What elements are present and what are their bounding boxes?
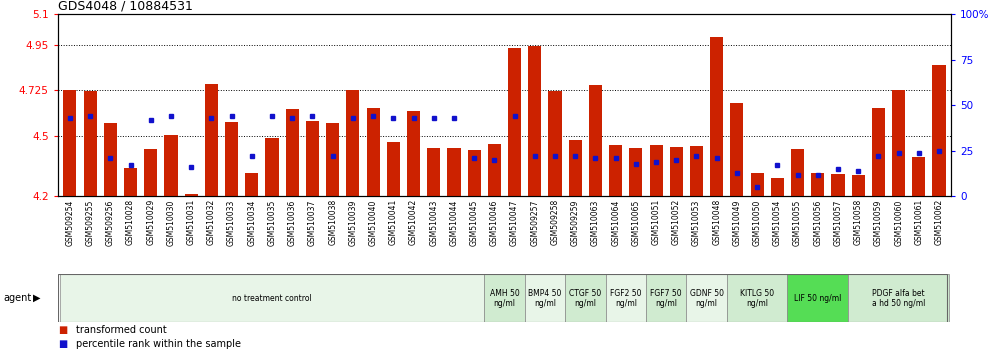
Bar bbox=[326, 122, 340, 196]
Text: AMH 50
ng/ml: AMH 50 ng/ml bbox=[490, 289, 519, 308]
Bar bbox=[484, 274, 525, 322]
Bar bbox=[386, 142, 399, 196]
Bar bbox=[347, 90, 360, 196]
Text: percentile rank within the sample: percentile rank within the sample bbox=[76, 339, 241, 349]
Bar bbox=[266, 138, 279, 196]
Text: LIF 50 ng/ml: LIF 50 ng/ml bbox=[794, 294, 842, 303]
Bar bbox=[64, 90, 77, 196]
Bar bbox=[710, 38, 723, 196]
Text: BMP4 50
ng/ml: BMP4 50 ng/ml bbox=[528, 289, 562, 308]
Bar bbox=[852, 175, 865, 196]
Text: no treatment control: no treatment control bbox=[232, 294, 312, 303]
Bar bbox=[549, 91, 562, 196]
Bar bbox=[690, 146, 703, 196]
Bar bbox=[646, 274, 686, 322]
Bar bbox=[629, 148, 642, 196]
Bar bbox=[932, 65, 945, 196]
Text: GDS4048 / 10884531: GDS4048 / 10884531 bbox=[58, 0, 192, 13]
Bar bbox=[488, 144, 501, 196]
Bar bbox=[727, 274, 788, 322]
Bar bbox=[407, 112, 420, 196]
Bar bbox=[427, 148, 440, 196]
Bar bbox=[730, 103, 743, 196]
Bar bbox=[610, 145, 622, 196]
Text: ■: ■ bbox=[58, 339, 67, 349]
Bar bbox=[528, 46, 542, 196]
Bar bbox=[306, 120, 319, 196]
Bar bbox=[286, 109, 299, 196]
Bar bbox=[811, 173, 825, 196]
Bar bbox=[508, 47, 521, 196]
Bar bbox=[184, 194, 198, 196]
Text: KITLG 50
ng/ml: KITLG 50 ng/ml bbox=[740, 289, 774, 308]
Bar bbox=[751, 173, 764, 196]
Bar bbox=[892, 90, 905, 196]
Bar bbox=[589, 85, 602, 196]
Bar bbox=[367, 108, 379, 196]
Bar bbox=[205, 84, 218, 196]
Bar bbox=[565, 274, 606, 322]
Text: GDNF 50
ng/ml: GDNF 50 ng/ml bbox=[689, 289, 724, 308]
Bar bbox=[771, 178, 784, 196]
Bar bbox=[104, 122, 117, 196]
Bar bbox=[832, 174, 845, 196]
Text: ▶: ▶ bbox=[33, 293, 41, 303]
Bar bbox=[569, 140, 582, 196]
Text: CTGF 50
ng/ml: CTGF 50 ng/ml bbox=[569, 289, 602, 308]
Bar bbox=[144, 149, 157, 196]
Bar bbox=[669, 147, 683, 196]
Bar bbox=[788, 274, 848, 322]
Bar bbox=[84, 91, 97, 196]
Text: ■: ■ bbox=[58, 325, 67, 335]
Bar bbox=[225, 121, 238, 196]
Bar bbox=[164, 135, 177, 196]
Bar bbox=[60, 274, 484, 322]
Text: FGF7 50
ng/ml: FGF7 50 ng/ml bbox=[650, 289, 682, 308]
Bar bbox=[791, 149, 804, 196]
Bar bbox=[872, 108, 885, 196]
Bar bbox=[848, 274, 949, 322]
Bar bbox=[447, 148, 460, 196]
Text: FGF2 50
ng/ml: FGF2 50 ng/ml bbox=[610, 289, 641, 308]
Text: PDGF alfa bet
a hd 50 ng/ml: PDGF alfa bet a hd 50 ng/ml bbox=[872, 289, 925, 308]
Bar bbox=[124, 168, 137, 196]
Bar bbox=[912, 157, 925, 196]
Text: transformed count: transformed count bbox=[76, 325, 166, 335]
Bar bbox=[525, 274, 565, 322]
Bar bbox=[649, 145, 662, 196]
Bar bbox=[686, 274, 727, 322]
Bar bbox=[606, 274, 646, 322]
Text: agent: agent bbox=[3, 293, 31, 303]
Bar bbox=[245, 173, 258, 196]
Bar bbox=[467, 150, 481, 196]
